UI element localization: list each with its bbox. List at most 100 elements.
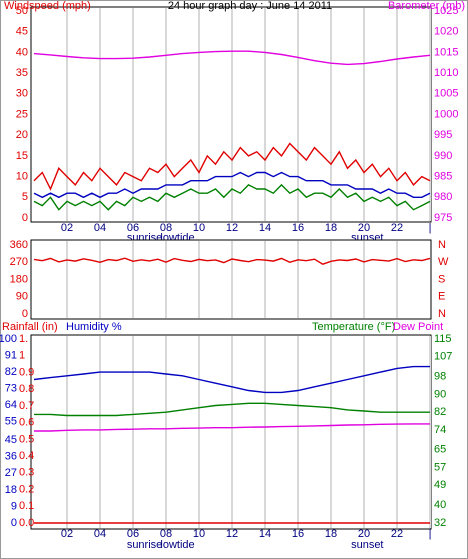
- y-tick-label: 0.6: [19, 417, 34, 429]
- y3-tick-label: 82: [5, 366, 17, 378]
- y2-tick-label: 1020: [434, 26, 458, 38]
- x-tick-label: 16: [292, 222, 304, 234]
- series-line: [33, 142, 431, 191]
- y2-tick-label: 975: [434, 212, 452, 224]
- y2-tick-label: E: [438, 291, 445, 303]
- y-tick-label: 0: [22, 308, 28, 320]
- y3-tick-label: 0: [11, 517, 17, 529]
- y-tick-label: 0.3: [19, 467, 34, 479]
- annotation: lowtide: [160, 539, 194, 551]
- y-tick-label: 0.4: [19, 450, 34, 462]
- x-tick-label: 10: [193, 222, 205, 234]
- x-tick-label: 08: [160, 222, 172, 234]
- y2-tick-label: 1025: [434, 5, 458, 17]
- x-tick-label: 16: [292, 528, 304, 540]
- annotation: sunset: [351, 539, 383, 551]
- y-tick-label: 35: [16, 67, 28, 79]
- legend-label: Temperature (°F): [312, 321, 395, 333]
- series-line: [34, 423, 430, 432]
- x-tick-label: 12: [226, 222, 238, 234]
- y2-tick-label: 995: [434, 129, 452, 141]
- x-tick-label: 02: [61, 222, 73, 234]
- x-tick-label: 06: [127, 222, 139, 234]
- x-tick-label: 20: [358, 222, 370, 234]
- y2-tick-label: N: [438, 308, 446, 320]
- chart-title: 24 hour graph day : June 14 2011: [168, 0, 332, 12]
- y3-tick-label: 73: [5, 383, 17, 395]
- y3-tick-label: 91: [5, 349, 17, 361]
- y2-axis-label: Barometer (mb): [388, 0, 465, 12]
- y2-tick-label: 985: [434, 171, 452, 183]
- y3-tick-label: 36: [5, 451, 17, 463]
- y2-tick-label: 115: [434, 333, 452, 345]
- y-tick-label: 50: [16, 5, 28, 17]
- x-tick-label: 12: [226, 528, 238, 540]
- y2-tick-label: 1000: [434, 108, 458, 120]
- x-tick-label: 14: [259, 222, 271, 234]
- y2-tick-label: 65: [434, 444, 446, 456]
- y2-tick-label: 40: [434, 499, 446, 511]
- y-tick-label: 180: [10, 273, 28, 285]
- y-tick-label: 30: [16, 88, 28, 100]
- x-tick-label: 04: [94, 528, 106, 540]
- x-tick-label: 08: [160, 528, 172, 540]
- y-tick-label: 25: [16, 108, 28, 120]
- y2-tick-label: S: [438, 273, 445, 285]
- y-tick-label: 40: [16, 46, 28, 58]
- y-axis-label: Windspeed (mph): [4, 0, 91, 12]
- y2-tick-label: W: [438, 256, 449, 268]
- y-tick-label: 0.1: [19, 500, 34, 512]
- x-tick-label: 02: [61, 528, 73, 540]
- y2-tick-label: 98: [434, 371, 446, 383]
- series-line: [33, 50, 431, 66]
- x-tick-label: |: [429, 528, 432, 540]
- y3-tick-label: 55: [5, 416, 17, 428]
- y-tick-label: 10: [16, 171, 28, 183]
- y2-tick-label: 90: [434, 388, 446, 400]
- y-tick-label: 270: [10, 256, 28, 268]
- x-tick-label: 14: [259, 528, 271, 540]
- x-tick-label: 10: [193, 528, 205, 540]
- y2-tick-label: 49: [434, 479, 446, 491]
- y-tick-label: 15: [16, 150, 28, 162]
- legend-label: Dew Point: [393, 321, 443, 333]
- y-tick-label: 0.8: [19, 383, 34, 395]
- y3-tick-label: 100: [0, 333, 17, 345]
- y2-tick-label: 57: [434, 461, 446, 473]
- y2-tick-label: 1015: [434, 46, 458, 58]
- series-line: [33, 171, 431, 199]
- x-tick-label: 18: [325, 222, 337, 234]
- y-tick-label: 0: [22, 212, 28, 224]
- y-tick-label: 20: [16, 129, 28, 141]
- legend-label: Rainfall (in): [2, 321, 58, 333]
- y-tick-label: 90: [16, 291, 28, 303]
- y-tick-label: 1: [19, 350, 25, 362]
- x-tick-label: 20: [358, 528, 370, 540]
- x-tick-label: 22: [391, 528, 403, 540]
- x-tick-label: |: [429, 222, 432, 234]
- series-line: [33, 183, 431, 211]
- y3-tick-label: 27: [5, 467, 17, 479]
- x-tick-label: 18: [325, 528, 337, 540]
- series-line: [33, 365, 430, 394]
- y-tick-label: 0.0: [19, 517, 34, 529]
- annotation: sunrise: [127, 539, 162, 551]
- y2-tick-label: 1010: [434, 67, 458, 79]
- y2-tick-label: 1005: [434, 88, 458, 100]
- y2-tick-label: 32: [434, 517, 446, 529]
- legend-label: Humidity %: [66, 321, 122, 333]
- y3-tick-label: 9: [11, 500, 17, 512]
- y-tick-label: 0.2: [19, 483, 34, 495]
- y-tick-label: 1.: [19, 333, 28, 345]
- y3-tick-label: 18: [5, 484, 17, 496]
- y3-tick-label: 45: [5, 434, 17, 446]
- y-tick-label: 360: [10, 239, 28, 251]
- y2-tick-label: 980: [434, 191, 452, 203]
- y2-tick-label: 107: [434, 351, 452, 363]
- y-tick-label: 0.9: [19, 366, 34, 378]
- x-tick-label: 06: [127, 528, 139, 540]
- y2-tick-label: 82: [434, 406, 446, 418]
- series-line: [34, 402, 430, 417]
- y-tick-label: 0.7: [19, 400, 34, 412]
